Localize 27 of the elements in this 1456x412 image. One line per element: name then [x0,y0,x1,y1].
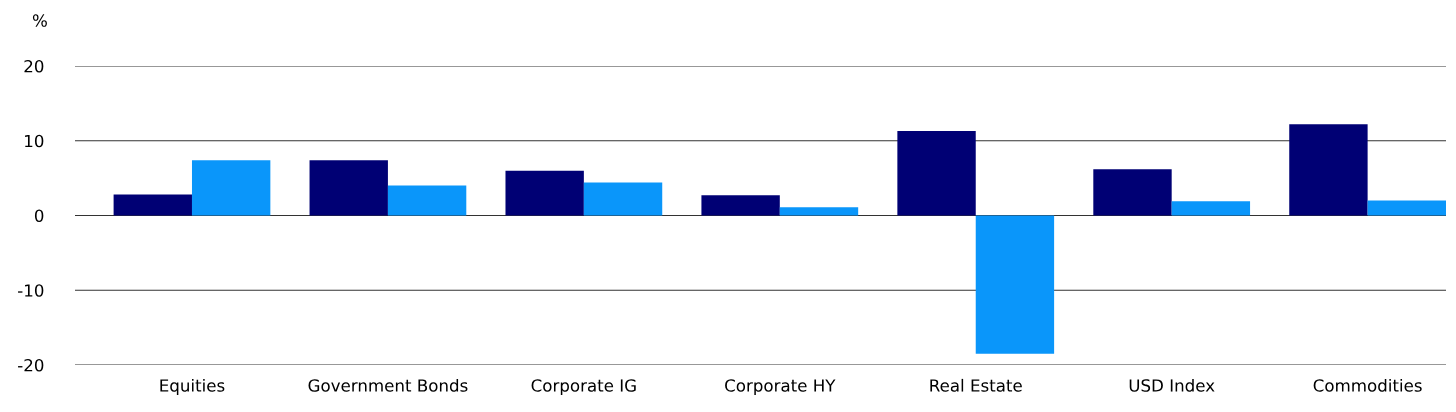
bar [1171,201,1251,216]
bar [1367,200,1446,216]
x-tick-label: USD Index [1129,378,1215,392]
x-tick-label: Real Estate [930,378,1022,392]
x-tick-label: Equities [160,378,225,396]
bar [779,207,859,216]
bar [309,160,388,216]
x-tick-label: Corporate IG [531,379,636,396]
bar [505,170,584,216]
bar [113,194,192,216]
y-tick-label: -10 [18,284,44,297]
bar [1289,124,1368,216]
bar [387,185,467,216]
x-tick-label: Commodities [1313,378,1422,392]
y-tick-label: -20 [18,358,44,372]
bar [975,215,1055,354]
bar [1093,169,1172,216]
y-tick-label: 0 [34,209,44,223]
bar [191,160,271,216]
bar [897,131,976,216]
bar [583,182,663,216]
y-axis-title: % [32,14,47,27]
y-tick-label: 20 [24,59,44,73]
x-tick-label: Corporate HY [725,379,836,396]
y-tick-label: 10 [25,134,44,148]
x-tick-label: Government Bonds [308,378,468,392]
bar [701,195,780,216]
